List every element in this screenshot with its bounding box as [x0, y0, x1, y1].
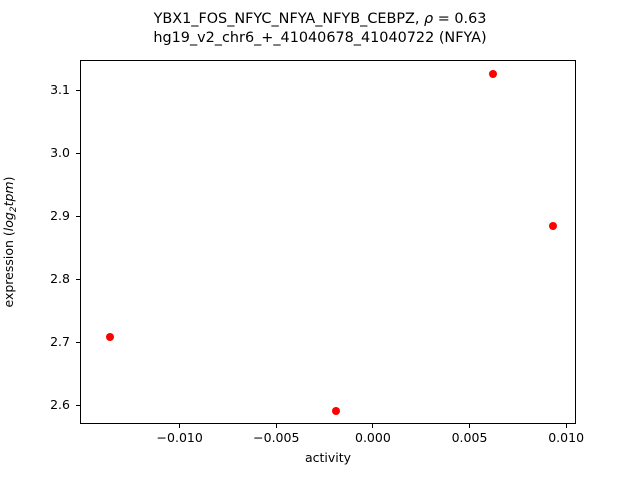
x-axis-label: activity	[304, 450, 352, 465]
y-tick-label: 2.7	[50, 334, 70, 350]
y-tick-mark	[76, 89, 80, 91]
x-tick-mark	[565, 424, 567, 428]
rho-symbol: ρ	[424, 11, 434, 27]
plot-surface	[81, 61, 575, 423]
chart-title-line-1: YBX1_FOS_NFYC_NFYA_NFYB_CEBPZ, ρ = 0.63	[0, 10, 640, 29]
plot-axes	[80, 60, 576, 424]
y-tick-label: 2.9	[50, 208, 70, 224]
x-tick-label: 0.000	[355, 430, 391, 445]
x-tick-label: −0.005	[253, 430, 300, 445]
x-tick-label: 0.005	[451, 430, 488, 445]
y-tick-mark	[76, 404, 80, 406]
y-tick-label: 2.6	[50, 397, 70, 413]
data-point	[105, 333, 114, 342]
y-axis-label-log: log	[1, 212, 17, 232]
rho-value: = 0.63	[433, 11, 487, 27]
x-tick-label: 0.010	[548, 430, 585, 445]
x-tick-label: −0.010	[156, 430, 203, 445]
x-tick-mark	[468, 424, 471, 428]
y-axis-label-subscript: 2	[8, 206, 19, 213]
y-axis-label-prefix: expression (	[1, 231, 17, 308]
chart-title-line-2: hg19_v2_chr6_+_41040678_41040722 (NFYA)	[153, 30, 487, 46]
x-tick-mark	[179, 424, 181, 428]
data-point	[332, 406, 341, 415]
y-axis-label-tpm: tpm	[1, 181, 17, 207]
y-tick-label: 3.0	[50, 145, 70, 161]
chart-title: YBX1_FOS_NFYC_NFYA_NFYB_CEBPZ, ρ = 0.63 …	[0, 10, 640, 48]
y-tick-label: 2.8	[50, 271, 70, 287]
chart-title-motif: YBX1_FOS_NFYC_NFYA_NFYB_CEBPZ,	[153, 11, 425, 27]
y-tick-label: 3.1	[50, 82, 70, 98]
y-tick-mark	[76, 278, 80, 280]
y-tick-mark	[76, 152, 80, 154]
x-tick-mark	[372, 424, 374, 428]
y-tick-mark	[76, 341, 80, 343]
data-point	[549, 222, 558, 231]
y-axis-label-wrap: expression (log2tpm)	[0, 60, 20, 424]
y-tick-mark	[76, 215, 80, 217]
x-tick-mark	[275, 424, 277, 428]
y-axis-label-suffix: )	[1, 176, 17, 182]
y-axis-label: expression (log2tpm)	[1, 177, 19, 308]
data-point	[489, 69, 498, 78]
